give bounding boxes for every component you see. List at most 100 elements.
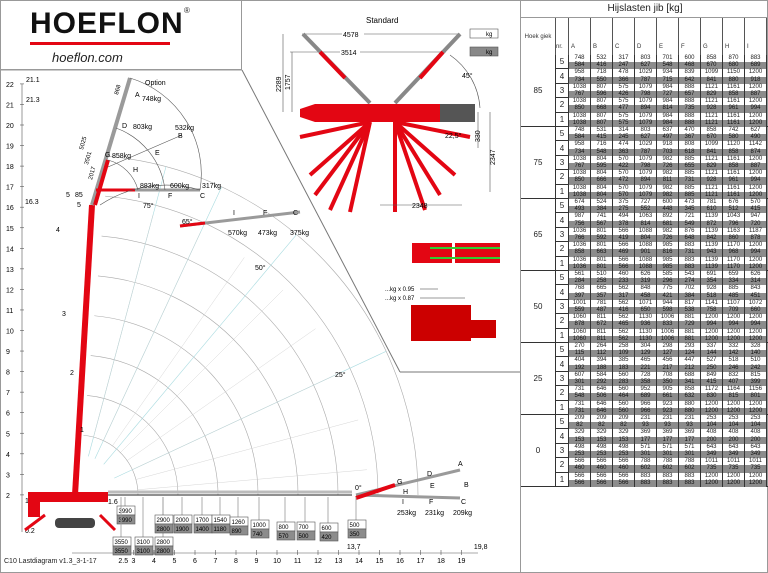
table-cell: 1079 <box>635 98 657 106</box>
logo-panel: HOEFLON ® hoeflon.com <box>0 0 242 70</box>
table-cell: 221 <box>635 364 657 372</box>
table-cell: 415 <box>701 379 723 387</box>
load-upper: 1260 <box>232 520 246 526</box>
nr-value: 1 <box>556 184 569 199</box>
y-tick-label: 15 <box>6 226 14 233</box>
table-cell: 1200 <box>745 400 767 408</box>
x-tick-label: 9 <box>255 558 259 565</box>
nr-value: 5 <box>556 343 569 358</box>
load-upper: 700 <box>299 525 310 531</box>
table-cell: 104 <box>723 422 745 430</box>
table-cell: 1001 <box>569 299 591 307</box>
jib0-label-g: G <box>397 479 402 486</box>
table-cell: 814 <box>657 105 679 113</box>
table-cell: 627 <box>635 134 657 142</box>
nr-value: 1 <box>556 112 569 127</box>
table-cell: 506 <box>591 393 613 401</box>
table-cell: 385 <box>613 357 635 365</box>
table-cell: 314 <box>745 278 767 286</box>
factor-087: ...kg x 0.87 <box>385 296 415 302</box>
table-cell: 421 <box>657 292 679 300</box>
table-cell: 301 <box>635 451 657 459</box>
radius-arc <box>97 275 299 496</box>
table-cell: 570 <box>745 199 767 207</box>
table-cell: 839 <box>679 69 701 77</box>
table-cell: 883 <box>679 479 701 487</box>
table-cell: 1038 <box>569 170 591 178</box>
jib85-label-c: C <box>200 193 205 200</box>
website-url[interactable]: hoeflon.com <box>52 50 123 65</box>
table-cell: 885 <box>679 170 701 178</box>
header-hoek: Hoek giek <box>521 18 556 55</box>
table-cell: 958 <box>569 141 591 149</box>
load-box: 2000 1900 <box>173 514 193 534</box>
jib85-label-h: H <box>133 167 138 174</box>
table-cell: 253 <box>613 451 635 459</box>
table-cell: 140 <box>745 350 767 358</box>
table-cell: 944 <box>657 299 679 307</box>
table-cell: 958 <box>569 69 591 77</box>
table-cell: 497 <box>657 134 679 142</box>
table-cell: 301 <box>679 451 701 459</box>
table-cell: 817 <box>679 299 701 307</box>
table-cell: 987 <box>569 213 591 221</box>
table-cell: 798 <box>635 163 657 171</box>
table-cell: 518 <box>723 357 745 365</box>
table-cell: 93 <box>679 422 701 430</box>
table-cell: 490 <box>745 134 767 142</box>
table-cell: 329 <box>613 429 635 437</box>
nr-value: 3 <box>556 443 569 459</box>
outrigger-fan <box>299 120 471 213</box>
table-cell: 384 <box>591 206 613 214</box>
table-cell: 571 <box>679 443 701 451</box>
table-cell: 735 <box>745 465 767 473</box>
nr-value: 5 <box>556 127 569 142</box>
table-cell: 416 <box>613 307 635 315</box>
table-cell: 878 <box>745 235 767 243</box>
y-extra-label: 16.3 <box>25 199 39 206</box>
table-cell: 985 <box>657 242 679 250</box>
table-cell: 337 <box>701 343 723 351</box>
table-cell: 670 <box>701 62 723 70</box>
table-cell: 472 <box>613 177 635 185</box>
table-cell: 1038 <box>569 184 591 192</box>
table-cell: 1121 <box>701 119 723 127</box>
column-header-d: D <box>635 18 657 55</box>
jib0-label-i_kg: 253kg <box>397 510 416 517</box>
table-cell: 124 <box>679 350 701 358</box>
hoek-value: 0 <box>521 415 556 486</box>
table-cell: 560 <box>613 407 635 415</box>
table-cell: 369 <box>679 429 701 437</box>
jib0-label-c: C <box>461 499 466 506</box>
dim-4578: 4578 <box>343 32 359 39</box>
table-cell: 566 <box>613 458 635 466</box>
table-cell: 833 <box>657 321 679 329</box>
table-cell: 1164 <box>723 386 745 394</box>
table-cell: 720 <box>745 220 767 228</box>
table-cell: 885 <box>679 184 701 192</box>
table-cell: 894 <box>635 105 657 113</box>
y-tick-label: 12 <box>6 287 14 294</box>
table-cell: 928 <box>701 105 723 113</box>
nr-value: 4 <box>556 141 569 156</box>
load-upper: 1700 <box>196 518 210 524</box>
table-cell: 142 <box>723 350 745 358</box>
table-cell: 888 <box>679 112 701 120</box>
table-cell: 296 <box>657 278 679 286</box>
x-tick-label: 7 <box>214 558 218 565</box>
table-cell: 233 <box>613 278 635 286</box>
table-cell: 1200 <box>745 191 767 199</box>
table-cell: 702 <box>679 285 701 293</box>
y-tick-label: 21 <box>6 102 14 109</box>
table-cell: 1099 <box>701 141 723 149</box>
table-cell: 367 <box>679 134 701 142</box>
table-cell: 144 <box>701 350 723 358</box>
table-cell: 1006 <box>657 314 679 322</box>
jib0-label-e: E <box>430 483 435 490</box>
table-cell: 82 <box>591 422 613 430</box>
outrigger-leg <box>348 121 372 213</box>
table-cell: 860 <box>723 235 745 243</box>
table-cell: 632 <box>679 393 701 401</box>
table-cell: 548 <box>569 393 591 401</box>
table-cell: 451 <box>745 292 767 300</box>
